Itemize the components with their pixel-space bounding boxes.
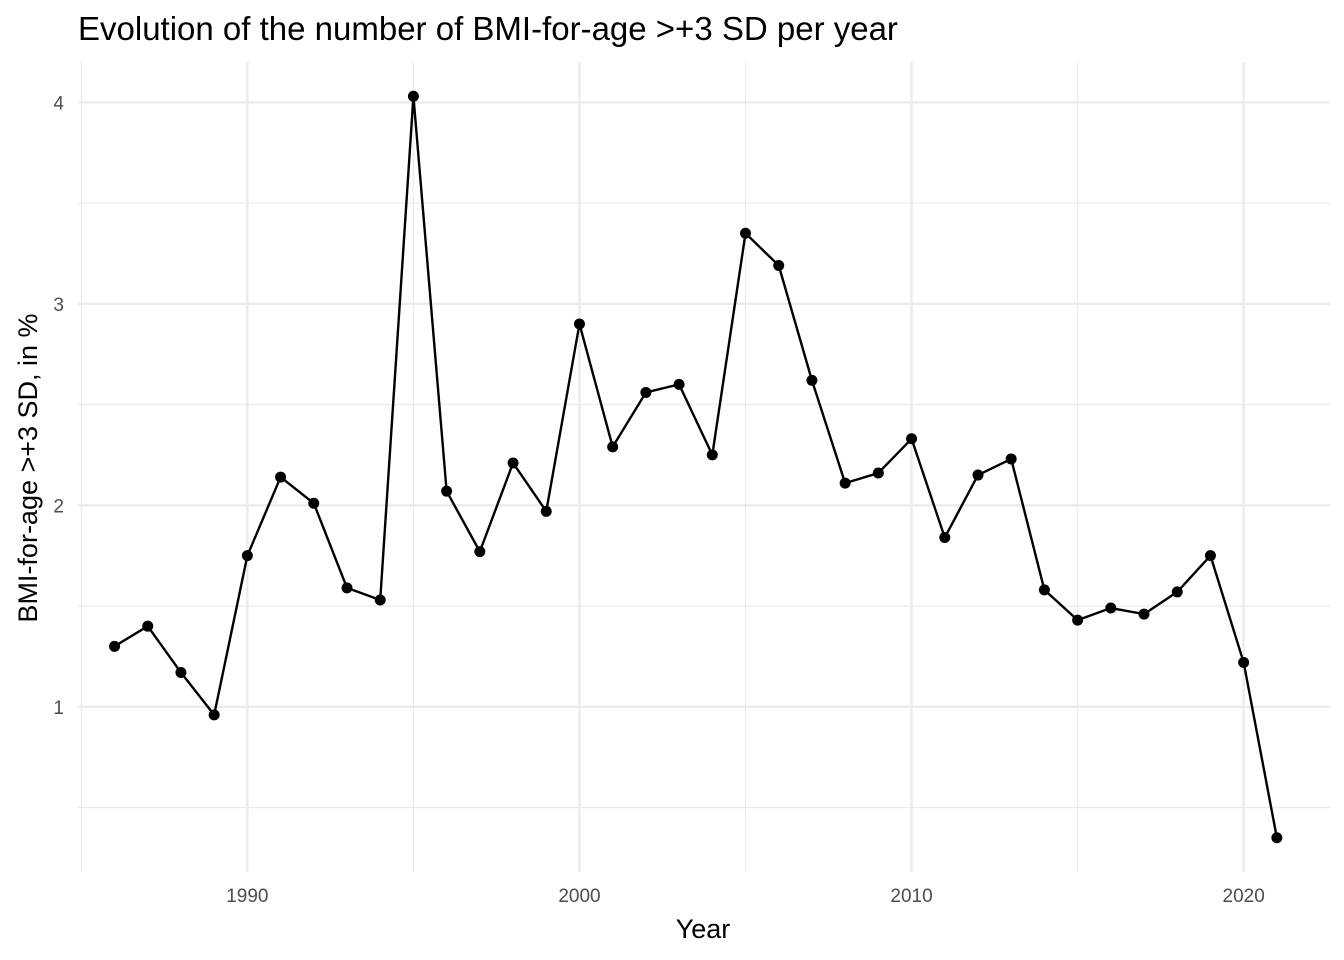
y-tick-label: 3 <box>53 295 64 316</box>
y-tick-label: 1 <box>53 698 64 719</box>
data-point <box>275 471 287 483</box>
data-point <box>441 485 453 497</box>
data-point <box>1005 453 1017 465</box>
data-point <box>740 227 752 239</box>
data-point <box>806 374 818 386</box>
data-point <box>1038 584 1050 596</box>
x-tick-label: 1990 <box>226 886 268 907</box>
data-point <box>208 709 220 721</box>
data-point <box>1204 550 1216 562</box>
x-axis-title: Year <box>676 914 731 944</box>
data-point <box>839 477 851 489</box>
data-point <box>241 550 253 562</box>
y-tick-label: 4 <box>53 93 64 114</box>
y-tick-label: 2 <box>53 496 64 517</box>
data-point <box>175 667 187 679</box>
data-point <box>906 433 918 445</box>
data-point <box>972 469 984 481</box>
data-point <box>540 505 552 517</box>
x-tick-label: 2000 <box>558 886 600 907</box>
x-tick-label: 2020 <box>1223 886 1265 907</box>
data-point <box>109 640 121 652</box>
data-point <box>374 594 386 606</box>
y-axis-tick-labels: 1 2 3 4 <box>53 93 64 718</box>
data-point <box>607 441 619 453</box>
data-point <box>1072 614 1084 626</box>
data-point <box>1171 586 1183 598</box>
x-axis-tick-labels: 1990 2000 2010 2020 <box>226 886 1265 907</box>
data-point <box>573 318 585 330</box>
data-point <box>341 582 353 594</box>
minor-gridlines <box>78 62 1330 872</box>
series-line <box>113 95 1279 838</box>
data-point <box>1105 602 1117 614</box>
data-point <box>939 532 951 544</box>
data-point <box>507 457 519 469</box>
y-axis-title: BMI-for-age >+3 SD, in % <box>13 313 43 622</box>
data-point <box>706 449 718 461</box>
data-points <box>109 90 1283 844</box>
data-point <box>640 386 652 398</box>
data-point <box>773 260 785 272</box>
data-point <box>142 620 154 632</box>
series-line-group <box>113 95 1279 838</box>
data-point <box>673 378 685 390</box>
x-tick-label: 2010 <box>890 886 932 907</box>
data-point <box>407 90 419 102</box>
data-point <box>872 467 884 479</box>
data-point <box>1238 656 1250 668</box>
data-point <box>1271 832 1283 844</box>
data-point <box>474 546 486 558</box>
chart-title: Evolution of the number of BMI-for-age >… <box>78 10 898 47</box>
data-point <box>1138 608 1150 620</box>
major-gridlines <box>78 62 1330 872</box>
data-point <box>308 497 320 509</box>
